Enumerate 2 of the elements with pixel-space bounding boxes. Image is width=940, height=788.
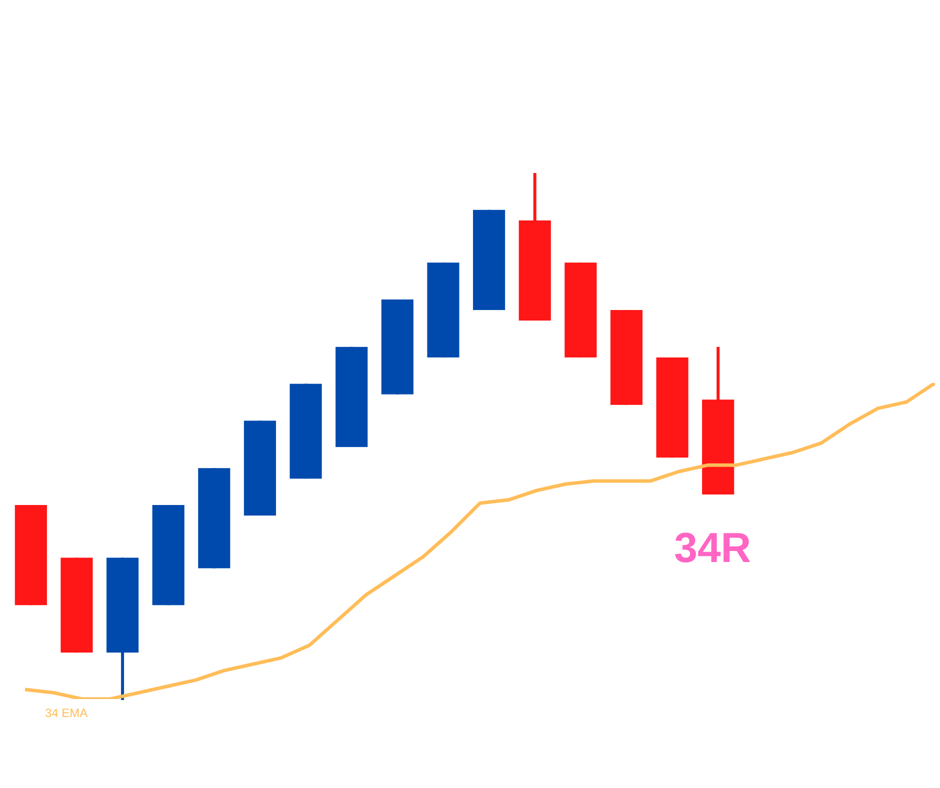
annotation: 34R xyxy=(674,524,752,572)
series-label: 34 EMA xyxy=(45,706,88,720)
